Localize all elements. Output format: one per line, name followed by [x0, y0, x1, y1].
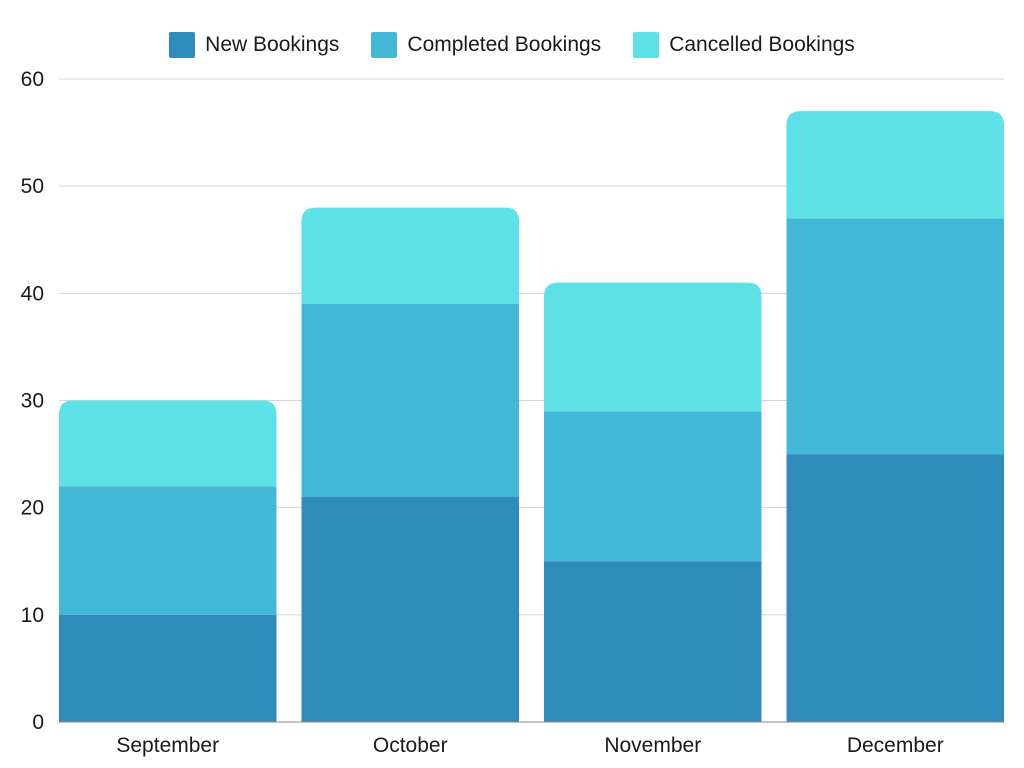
y-tick-label: 20 [21, 497, 44, 520]
legend-label-new-bookings: New Bookings [205, 33, 340, 56]
legend-item-completed-bookings: Completed Bookings [371, 32, 601, 58]
y-tick-label: 40 [21, 282, 44, 305]
y-tick-label: 60 [21, 68, 44, 91]
bar-segment-completed-bookings-november [544, 411, 762, 562]
bar-segment-new-bookings-october [301, 496, 519, 722]
bar-segment-completed-bookings-september [59, 486, 277, 615]
legend-swatch-new-bookings [169, 32, 196, 58]
y-tick-label: 10 [21, 604, 44, 627]
legend-item-new-bookings: New Bookings [169, 32, 339, 58]
legend-label-cancelled-bookings: Cancelled Bookings [669, 33, 855, 56]
x-tick-label: October [373, 734, 448, 757]
legend-label-completed-bookings: Completed Bookings [407, 33, 602, 56]
legend-swatch-completed-bookings [371, 32, 398, 58]
legend: New Bookings Completed Bookings Cancelle… [0, 32, 1024, 58]
x-tick-label: December [847, 734, 944, 757]
bar-segment-new-bookings-november [544, 561, 762, 722]
bar-segment-cancelled-bookings-november [544, 282, 762, 412]
bars [59, 111, 1004, 722]
bar-segment-completed-bookings-december [786, 218, 1004, 455]
y-tick-label: 0 [32, 711, 44, 734]
bar-segment-new-bookings-september [59, 614, 277, 722]
bar-segment-cancelled-bookings-october [301, 207, 519, 305]
bar-segment-cancelled-bookings-december [786, 111, 1004, 219]
bar-segment-new-bookings-december [786, 454, 1004, 722]
x-tick-label: November [604, 734, 701, 757]
legend-swatch-cancelled-bookings [633, 32, 660, 58]
x-tick-label: September [116, 734, 219, 757]
axes: 0 10 20 30 40 50 60 September October November Dec… [21, 68, 1004, 757]
y-tick-label: 30 [21, 390, 44, 413]
y-tick-label: 50 [21, 175, 44, 198]
legend-item-cancelled-bookings: Cancelled Bookings [633, 32, 855, 58]
bar-segment-cancelled-bookings-september [59, 400, 277, 487]
bar-segment-completed-bookings-october [301, 304, 519, 497]
